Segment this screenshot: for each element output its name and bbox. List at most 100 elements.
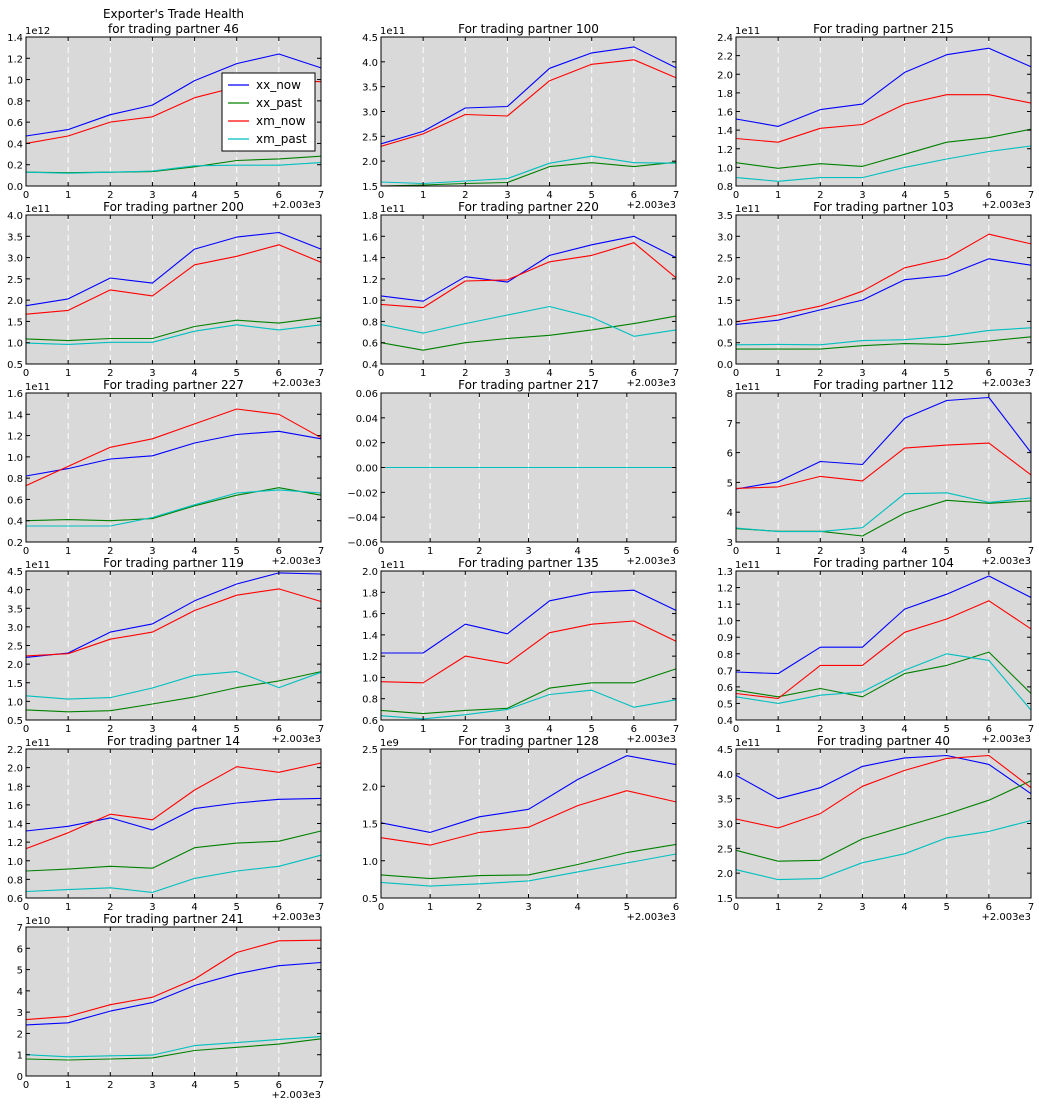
y-tick-label: 0.8 [362, 317, 378, 328]
y-tick-label: 0.5 [717, 699, 733, 710]
plot-frame [735, 570, 1032, 721]
subplot: 0 1 2 3 4 5 6 7 0.8 1.0 1.2 1.4 1.6 1.8 2.0 2.2 2.4 +2.00… [717, 22, 1034, 211]
y-tick-label: 0.8 [717, 182, 733, 193]
plot-area [26, 215, 321, 364]
y-exponent-label: 1e11 [380, 560, 405, 571]
x-tick-label: 3 [859, 368, 865, 379]
subplot: 0 1 2 3 4 5 6 7 1.5 2.0 2.5 3.0 3.5 4.0 4.5 +2.003e3 1e1… [717, 734, 1034, 923]
x-tick-label: 4 [901, 724, 907, 735]
y-tick-label: 1.0 [7, 76, 23, 87]
plot-frame [735, 214, 1032, 365]
y-tick-label: 1.8 [7, 782, 23, 793]
x-tick-label: 1 [427, 546, 433, 557]
y-tick-label: 4 [17, 987, 23, 998]
y-exponent-label: 1e11 [735, 382, 760, 393]
y-tick-label: 0.6 [362, 339, 378, 350]
y-tick-label: 1.0 [717, 617, 733, 628]
x-tick-label: 6 [276, 190, 282, 201]
y-tick-label: 1.1 [717, 600, 733, 611]
x-offset-label: +2.003e3 [626, 912, 676, 923]
series-line-xm-past [735, 327, 1032, 346]
y-tick-label: 1.3 [717, 567, 733, 578]
y-tick-label: 1.0 [7, 339, 23, 350]
series-line-xm-now [380, 620, 677, 684]
series-line-xx-past [380, 315, 677, 351]
x-tick-label: 2 [462, 190, 468, 201]
series-line-xx-now [25, 797, 322, 832]
x-tick-label: 3 [859, 546, 865, 557]
x-tick-label: 6 [673, 902, 679, 913]
y-tick-label: 4.0 [7, 586, 23, 597]
y-tick-label: 1.5 [717, 296, 733, 307]
subplot-title: For trading partner 215 [813, 22, 954, 36]
subplot-title: For trading partner 227 [103, 378, 244, 392]
subplot-title: For trading partner 119 [103, 556, 244, 570]
y-tick-label: 1.2 [717, 584, 733, 595]
y-tick-label: 2.5 [7, 642, 23, 653]
y-exponent-label: 1e11 [735, 738, 760, 749]
series-line-xm-past [26, 489, 322, 527]
x-tick-label: 5 [234, 902, 240, 913]
x-tick-label: 1 [775, 546, 781, 557]
x-tick-label: 1 [775, 902, 781, 913]
x-tick-label: 6 [986, 368, 992, 379]
series-line-xm-past [735, 492, 1032, 533]
subplot-title: For trading partner 100 [458, 22, 599, 36]
x-tick-label: 0 [378, 368, 384, 379]
y-tick-label: 0.8 [7, 97, 23, 108]
plot-area [26, 571, 321, 720]
x-tick-label: 1 [420, 724, 426, 735]
plot-area [26, 749, 321, 898]
y-tick-label: 2.0 [362, 782, 378, 793]
x-offset-label: +2.003e3 [271, 200, 321, 211]
y-tick-label: 4.5 [7, 567, 23, 578]
x-tick-label: 1 [420, 190, 426, 201]
x-tick-label: 2 [107, 190, 113, 201]
y-tick-label: 0.8 [362, 695, 378, 706]
x-tick-label: 1 [775, 724, 781, 735]
series-line-xm-past [380, 689, 677, 720]
x-tick-label: 1 [65, 1080, 71, 1091]
x-tick-label: 7 [318, 546, 324, 557]
y-tick-label: 2.5 [717, 844, 733, 855]
y-exponent-label: 1e11 [380, 26, 405, 37]
plot-area [736, 37, 1031, 186]
y-tick-label: 5 [727, 478, 733, 489]
x-tick-label: 2 [107, 902, 113, 913]
y-tick-label: 1.0 [717, 163, 733, 174]
y-tick-label: 3.5 [717, 211, 733, 222]
subplot-title: For trading partner 217 [458, 378, 599, 392]
x-tick-label: 3 [149, 546, 155, 557]
x-tick-label: 1 [65, 902, 71, 913]
x-tick-label: 6 [276, 724, 282, 735]
subplot: 0 1 2 3 4 5 6 7 0.6 0.8 1.0 1.2 1.4 1.6 1.8 2.0 +2.003e3… [362, 556, 679, 745]
x-tick-label: 1 [65, 368, 71, 379]
y-tick-label: 3.5 [7, 604, 23, 615]
x-tick-label: 6 [276, 902, 282, 913]
y-exponent-label: 1e12 [25, 26, 50, 37]
x-tick-label: 2 [107, 724, 113, 735]
y-tick-label: 3.0 [717, 232, 733, 243]
plot-frame [380, 570, 677, 721]
y-tick-label: 0.4 [7, 139, 23, 150]
y-tick-label: 1.0 [7, 453, 23, 464]
x-tick-label: 3 [504, 724, 510, 735]
y-exponent-label: 1e11 [25, 204, 50, 215]
y-tick-label: 0.6 [7, 495, 23, 506]
y-tick-label: 1.6 [362, 232, 378, 243]
y-exponent-label: 1e11 [25, 738, 50, 749]
x-tick-label: 4 [191, 190, 197, 201]
plot-area [736, 749, 1031, 898]
y-tick-label: 0.0 [717, 360, 733, 371]
y-tick-label: 2.0 [717, 70, 733, 81]
x-offset-label: +2.003e3 [626, 556, 676, 567]
series-line-xx-now [380, 46, 677, 145]
x-tick-label: 1 [775, 368, 781, 379]
x-tick-label: 6 [986, 902, 992, 913]
x-offset-label: +2.003e3 [271, 734, 321, 745]
series-line-xm-now [380, 242, 677, 309]
y-tick-label: 2 [17, 1029, 23, 1040]
series-line-xx-past [25, 487, 322, 522]
series-line-xx-now [380, 235, 677, 302]
y-tick-label: 0.06 [356, 389, 378, 400]
